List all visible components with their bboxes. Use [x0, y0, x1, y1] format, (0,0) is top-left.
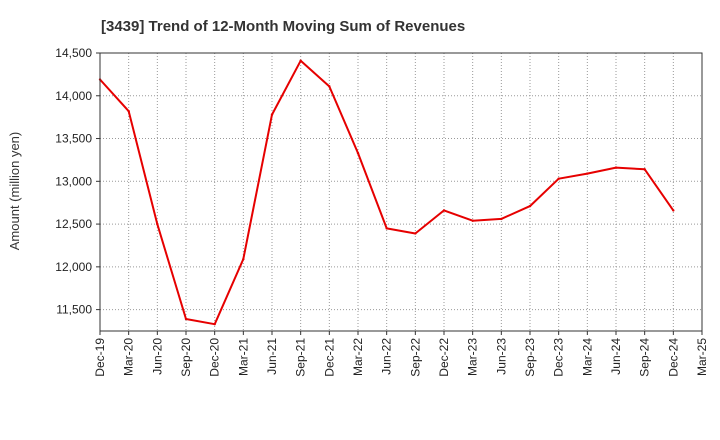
- data-point: [643, 168, 646, 171]
- data-point: [500, 217, 503, 221]
- data-point: [586, 172, 589, 175]
- y-ticks: 11,500 12,000 12,500 13,000 13,500 14,000 14,5…: [55, 46, 100, 317]
- chart-title: [3439] Trend of 12-Month Moving Sum of R…: [101, 18, 465, 35]
- y-tick-label: 13,500: [55, 132, 92, 146]
- x-tick-label: Jun-21: [265, 338, 279, 375]
- x-tick-label: Jun-22: [380, 338, 394, 375]
- x-tick-label: Dec-20: [208, 338, 222, 377]
- y-axis-label: Amount (million yen): [7, 132, 22, 251]
- data-point: [471, 219, 474, 222]
- x-tick-label: Dec-23: [552, 338, 566, 377]
- x-tick-label: Mar-25: [695, 338, 709, 376]
- plot-area: [100, 53, 702, 331]
- y-tick-label: 14,000: [55, 89, 92, 103]
- data-point: [442, 209, 446, 212]
- data-point: [614, 166, 618, 169]
- data-point: [385, 227, 388, 230]
- x-tick-label: Sep-21: [294, 338, 308, 377]
- x-tick-label: Sep-22: [408, 338, 422, 377]
- x-tick-label: Dec-24: [666, 338, 680, 377]
- x-tick-label: Mar-22: [351, 338, 365, 376]
- data-point: [270, 113, 274, 116]
- data-point: [184, 317, 188, 321]
- y-tick-label: 12,000: [55, 260, 92, 274]
- y-tick-label: 11,500: [56, 303, 92, 317]
- x-tick-label: Sep-23: [523, 338, 537, 377]
- x-ticks: Dec-19 Mar-20 Jun-20 Sep-20 Dec-20 Mar-21 Jun-…: [93, 331, 709, 377]
- x-tick-label: Jun-20: [150, 338, 164, 375]
- data-point: [242, 257, 245, 261]
- x-tick-label: Mar-21: [236, 338, 250, 376]
- data-point: [672, 209, 675, 212]
- data-point: [528, 204, 532, 208]
- data-point: [213, 322, 216, 326]
- y-tick-label: 12,500: [55, 217, 92, 231]
- x-tick-label: Jun-23: [494, 338, 508, 375]
- x-tick-label: Jun-24: [609, 338, 623, 375]
- y-tick-label: 14,500: [55, 46, 92, 60]
- data-point: [557, 177, 560, 180]
- x-tick-label: Mar-24: [580, 338, 594, 376]
- data-point: [414, 232, 417, 235]
- x-tick-label: Dec-19: [93, 338, 107, 377]
- plot-border: [99, 52, 703, 332]
- data-point: [356, 151, 360, 155]
- x-tick-label: Dec-22: [437, 338, 451, 377]
- series-layer: [98, 59, 675, 326]
- x-tick-label: Sep-24: [638, 338, 652, 377]
- data-point: [299, 59, 302, 62]
- y-tick-label: 13,000: [55, 174, 92, 188]
- grid: [100, 53, 702, 331]
- x-tick-label: Dec-21: [322, 338, 336, 377]
- data-point: [127, 109, 130, 113]
- data-point: [156, 222, 159, 226]
- x-tick-label: Mar-23: [466, 338, 480, 376]
- data-point: [328, 85, 331, 88]
- x-tick-label: Mar-20: [122, 338, 136, 376]
- x-tick-label: Sep-20: [179, 338, 193, 377]
